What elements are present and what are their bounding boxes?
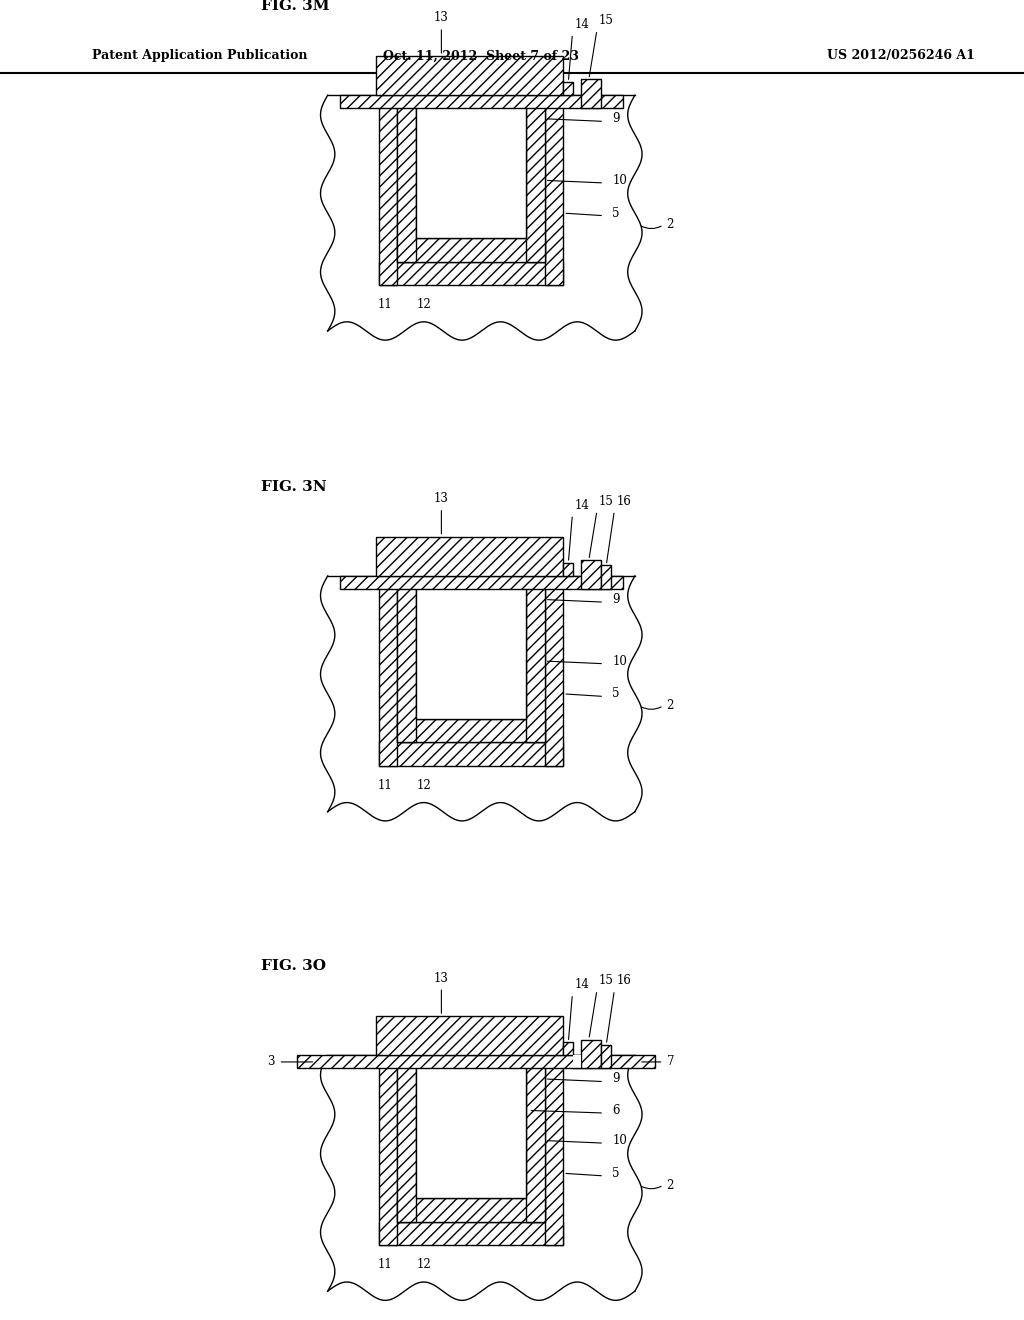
Text: 12: 12 <box>417 779 431 792</box>
Bar <box>526 1056 545 1222</box>
Bar <box>416 576 526 718</box>
Text: 5: 5 <box>612 1167 620 1180</box>
Text: 9: 9 <box>612 1072 620 1085</box>
Bar <box>379 95 397 285</box>
Text: Oct. 11, 2012  Sheet 7 of 23: Oct. 11, 2012 Sheet 7 of 23 <box>383 49 580 62</box>
Bar <box>397 1199 545 1222</box>
Text: 14: 14 <box>574 978 590 991</box>
Bar <box>526 576 545 742</box>
Text: US 2012/0256246 A1: US 2012/0256246 A1 <box>827 49 975 62</box>
Bar <box>545 576 563 766</box>
Text: 10: 10 <box>612 655 628 668</box>
Text: 5: 5 <box>612 688 620 701</box>
Bar <box>563 82 573 95</box>
Bar <box>526 95 545 261</box>
Bar <box>376 1016 563 1056</box>
Text: 2: 2 <box>667 700 674 711</box>
Bar <box>416 1056 526 1199</box>
Text: 10: 10 <box>612 174 628 187</box>
Text: 12: 12 <box>417 298 431 312</box>
Text: 13: 13 <box>434 12 449 25</box>
Text: 7: 7 <box>667 1056 674 1068</box>
Text: 3: 3 <box>267 1056 274 1068</box>
Bar <box>563 1043 573 1056</box>
Bar <box>581 560 601 589</box>
Bar <box>379 576 397 766</box>
Bar <box>581 1040 601 1068</box>
Text: 13: 13 <box>434 492 449 506</box>
Bar <box>379 1222 563 1245</box>
Text: 11: 11 <box>378 779 392 792</box>
Text: 2: 2 <box>667 1179 674 1192</box>
Bar <box>397 238 545 261</box>
Text: FIG. 3O: FIG. 3O <box>261 960 326 973</box>
Bar <box>601 1045 611 1068</box>
Bar <box>379 1056 397 1245</box>
Bar <box>416 95 526 238</box>
Text: 14: 14 <box>574 499 590 512</box>
Text: 15: 15 <box>599 15 614 28</box>
Text: 13: 13 <box>434 972 449 985</box>
Bar <box>376 55 563 95</box>
Text: FIG. 3N: FIG. 3N <box>261 480 327 494</box>
Bar <box>397 1056 416 1222</box>
Bar <box>376 537 563 576</box>
Bar <box>340 95 623 108</box>
Text: 9: 9 <box>612 112 620 125</box>
Text: FIG. 3M: FIG. 3M <box>261 0 330 13</box>
Text: 2: 2 <box>667 218 674 231</box>
Text: 16: 16 <box>616 495 632 508</box>
Text: 15: 15 <box>599 495 614 508</box>
Text: 9: 9 <box>612 593 620 606</box>
Text: 12: 12 <box>417 1258 431 1271</box>
Text: 6: 6 <box>612 1104 620 1117</box>
Bar <box>397 576 416 742</box>
Text: 10: 10 <box>612 1134 628 1147</box>
Bar <box>397 95 416 261</box>
Text: 15: 15 <box>599 974 614 987</box>
Bar <box>563 562 573 576</box>
Bar <box>545 1056 563 1245</box>
Bar <box>397 718 545 742</box>
Text: Patent Application Publication: Patent Application Publication <box>92 49 307 62</box>
Bar <box>297 1056 655 1068</box>
Text: 14: 14 <box>574 18 590 30</box>
Bar <box>379 261 563 285</box>
Bar <box>379 742 563 766</box>
Text: 11: 11 <box>378 298 392 312</box>
Bar <box>340 576 623 589</box>
Bar <box>601 565 611 589</box>
Text: 5: 5 <box>612 207 620 219</box>
Bar <box>545 95 563 285</box>
Bar <box>573 1056 581 1068</box>
Text: 16: 16 <box>616 974 632 987</box>
Text: 11: 11 <box>378 1258 392 1271</box>
Bar <box>581 79 601 108</box>
